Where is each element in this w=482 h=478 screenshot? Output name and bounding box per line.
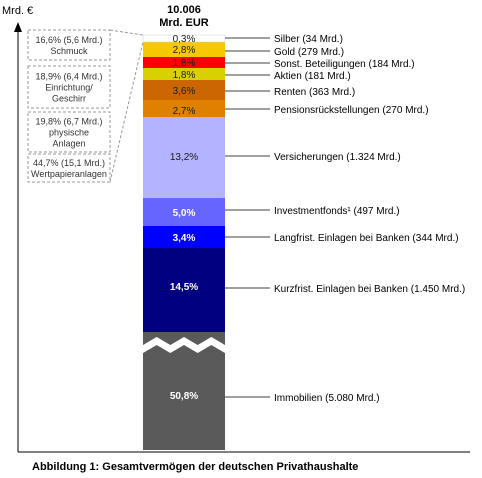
bar-segment-silber-outline	[142, 34, 226, 43]
bar-pct-label-langfrist: 3,4%	[173, 233, 196, 244]
bar-segment-renten	[143, 80, 225, 100]
breakdown-text-3-3: Anlagen	[52, 139, 85, 149]
bar-pct-label-immobilien: 50,8%	[170, 391, 198, 402]
segment-label-langfrist: Langfrist. Einlagen bei Banken (344 Mrd.…	[274, 233, 459, 244]
bar-pct-label-silber: 0,3%	[173, 34, 196, 45]
bar-segment-pension	[143, 100, 225, 117]
breakdown-text-3-1: 19,8% (6,7 Mrd.)	[35, 117, 102, 127]
segment-label-gold: Gold (279 Mrd.)	[274, 47, 344, 58]
breakdown-connector-bottom	[109, 41, 144, 183]
breakdown-box-3	[27, 111, 111, 153]
breakdown-box-1	[27, 29, 111, 61]
breakdown-text-2-1: 18,9% (6,4 Mrd.)	[35, 72, 102, 82]
segment-label-versicherungen: Versicherungen (1.324 Mrd.)	[274, 152, 401, 163]
segment-label-investment: Investmentfonds¹ (497 Mrd.)	[274, 206, 400, 217]
y-axis-label: Mrd. €	[2, 5, 33, 17]
bar-segment-aktien	[143, 68, 225, 80]
breakdown-box-2	[27, 65, 111, 109]
bar-segment-kurzfrist	[143, 248, 225, 332]
breakdown-connector-top	[109, 29, 144, 36]
bar-pct-label-beteiligungen: 1,8%	[173, 58, 196, 69]
total-value: 10.006	[167, 4, 201, 16]
segment-label-pension: Pensionsrückstellungen (270 Mrd.)	[274, 105, 429, 116]
bar-pct-label-renten: 3,6%	[173, 86, 196, 97]
breakdown-text-3-2: physische	[49, 128, 89, 138]
bar-segment-versicherungen	[143, 117, 225, 198]
segment-label-renten: Renten (363 Mrd.)	[274, 87, 355, 98]
y-axis-arrow	[14, 22, 22, 32]
breakdown-text-1-2: Schmuck	[50, 46, 88, 56]
breakdown-text-2-3: Geschirr	[52, 94, 86, 104]
segment-label-aktien: Aktien (181 Mrd.)	[274, 71, 351, 82]
segment-label-immobilien: Immobilien (5.080 Mrd.)	[274, 393, 380, 404]
bar-pct-label-investment: 5,0%	[173, 208, 196, 219]
axis-break-band	[143, 337, 225, 353]
bar-pct-label-gold: 2,8%	[173, 45, 196, 56]
bar-segment-investment	[143, 198, 225, 226]
bar-segment-beteiligungen	[143, 57, 225, 68]
breakdown-text-2-2: Einrichtung/	[45, 83, 93, 93]
segment-label-beteiligungen: Sonst. Beteiligungen (184 Mrd.)	[274, 59, 415, 70]
breakdown-text-1-1: 16,6% (5,6 Mrd.)	[35, 35, 102, 45]
bar-pct-label-aktien: 1,8%	[173, 70, 196, 81]
bar-pct-label-kurzfrist: 14,5%	[170, 282, 198, 293]
breakdown-box-4	[27, 153, 111, 183]
breakdown-text-4-1: 44,7% (15,1 Mrd.)	[33, 158, 105, 168]
chart-caption: Abbildung 1: Gesamtvermögen der deutsche…	[32, 461, 359, 473]
bar-pct-label-pension: 2,7%	[173, 106, 196, 117]
segment-label-kurzfrist: Kurzfrist. Einlagen bei Banken (1.450 Mr…	[274, 284, 465, 295]
total-unit: Mrd. EUR	[159, 17, 209, 29]
segment-label-silber: Silber (34 Mrd.)	[274, 34, 343, 45]
bar-segment-gold	[143, 42, 225, 57]
bar-pct-label-versicherungen: 13,2%	[170, 152, 198, 163]
breakdown-text-4-2: Wertpapieranlagen	[31, 169, 107, 179]
bar-segment-immobilien	[143, 332, 225, 450]
bar-segment-langfrist	[143, 226, 225, 248]
